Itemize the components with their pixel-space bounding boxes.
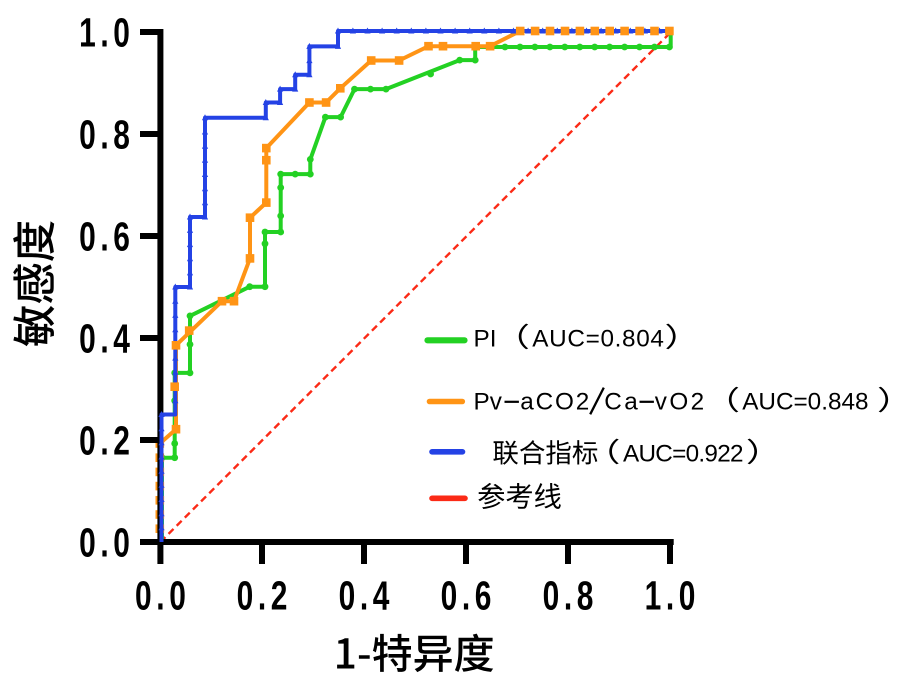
svg-text:PI: PI xyxy=(474,326,497,353)
svg-text:.: . xyxy=(360,573,368,619)
svg-text:0: 0 xyxy=(113,10,130,56)
svg-text:vO2: vO2 xyxy=(655,389,704,416)
svg-text:0: 0 xyxy=(79,418,96,464)
svg-text:.: . xyxy=(666,573,674,619)
svg-text:Pv: Pv xyxy=(474,389,503,416)
svg-text:0: 0 xyxy=(237,573,254,619)
svg-text:2: 2 xyxy=(271,573,288,619)
svg-text:AUC=0.848: AUC=0.848 xyxy=(742,389,868,416)
svg-text:.: . xyxy=(100,520,108,566)
svg-text:2: 2 xyxy=(113,418,130,464)
svg-text:0: 0 xyxy=(441,573,458,619)
svg-text:.: . xyxy=(100,214,108,260)
svg-text:0: 0 xyxy=(79,214,96,260)
svg-text:1: 1 xyxy=(79,10,96,56)
svg-text:.: . xyxy=(462,573,470,619)
svg-text:0: 0 xyxy=(135,573,152,619)
svg-text:0: 0 xyxy=(79,112,96,158)
svg-text:.: . xyxy=(100,418,108,464)
svg-text:.: . xyxy=(100,316,108,362)
svg-text:aCO2: aCO2 xyxy=(520,389,589,416)
svg-text:0: 0 xyxy=(79,520,96,566)
svg-text:.: . xyxy=(100,112,108,158)
svg-text:AUC=0.804: AUC=0.804 xyxy=(532,326,664,353)
svg-text:0: 0 xyxy=(113,520,130,566)
svg-text:6: 6 xyxy=(475,573,492,619)
svg-text:.: . xyxy=(156,573,164,619)
svg-text:Ca: Ca xyxy=(604,389,638,416)
svg-text:0: 0 xyxy=(543,573,560,619)
svg-text:0: 0 xyxy=(79,316,96,362)
svg-text:.: . xyxy=(258,573,266,619)
svg-text:0: 0 xyxy=(169,573,186,619)
svg-text:8: 8 xyxy=(113,112,130,158)
svg-text:0: 0 xyxy=(339,573,356,619)
svg-text:1: 1 xyxy=(645,573,662,619)
svg-text:4: 4 xyxy=(373,573,390,619)
svg-text:AUC=0.922: AUC=0.922 xyxy=(623,441,744,468)
svg-text:0: 0 xyxy=(679,573,696,619)
svg-text:8: 8 xyxy=(577,573,594,619)
svg-text:.: . xyxy=(564,573,572,619)
svg-text:4: 4 xyxy=(113,316,130,362)
svg-text:.: . xyxy=(100,10,108,56)
svg-text:6: 6 xyxy=(113,214,130,260)
